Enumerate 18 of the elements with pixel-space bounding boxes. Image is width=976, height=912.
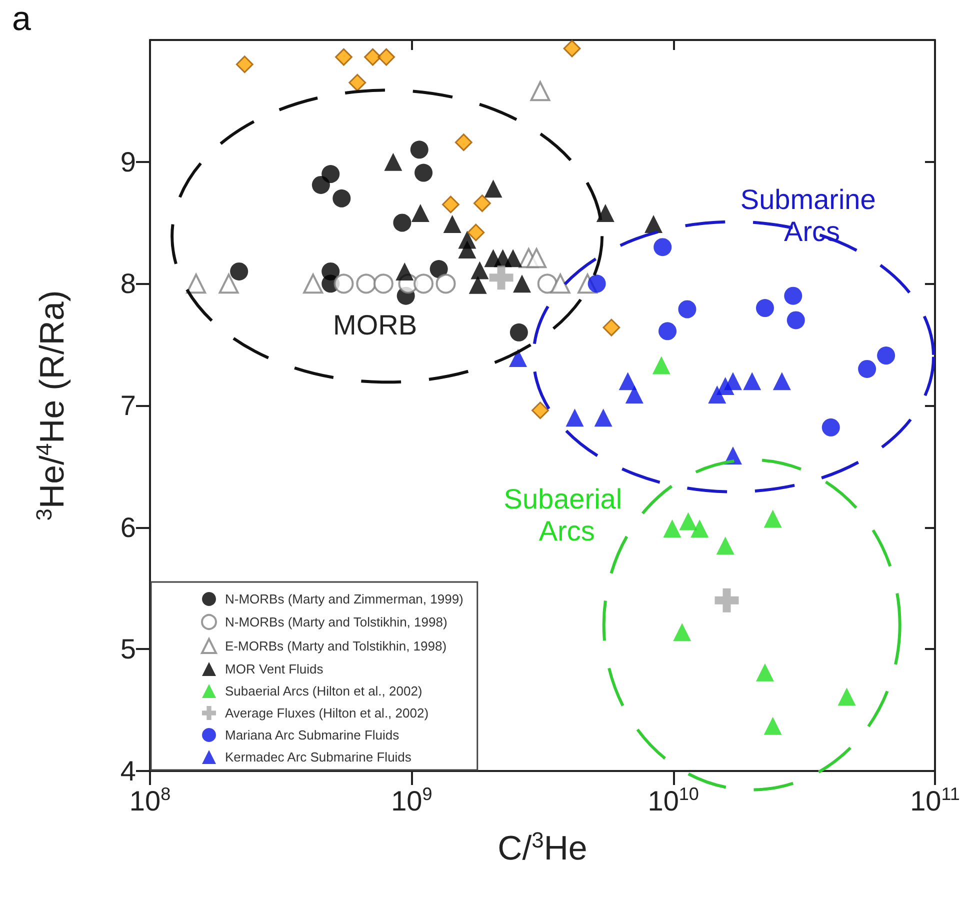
y-axis-title: 3He/4He (R/Ra): [32, 290, 72, 521]
y-tick-label: 4: [120, 756, 136, 786]
y-tick-label: 6: [120, 512, 136, 543]
y-tick-label: 9: [120, 146, 136, 178]
legend-label: E-MORBs (Marty and Tolstikhin, 1998): [225, 638, 447, 654]
text: a: [12, 0, 31, 38]
legend-label: N-MORBs (Marty and Zimmerman, 1999): [225, 592, 464, 606]
annotation: MORB: [333, 310, 418, 341]
legend-label: Average Fluxes (Hilton et al., 2002): [225, 706, 429, 720]
y-tick-label: 7: [120, 390, 136, 421]
legend-label: Mariana Arc Submarine Fluids: [225, 728, 400, 742]
y-tick-label: 5: [120, 634, 136, 665]
y-tick-label: 8: [120, 268, 136, 300]
legend-label: MOR Vent Fluids: [225, 662, 324, 676]
annotation: Subaerial Arcs: [504, 484, 630, 547]
legend-label: Kermadec Arc Submarine Fluids: [225, 750, 412, 764]
legend-label: Subaerial Arcs (Hilton et al., 2002): [225, 684, 422, 698]
legend-label: N-MORBs (Marty and Tolstikhin, 1998): [225, 614, 448, 630]
